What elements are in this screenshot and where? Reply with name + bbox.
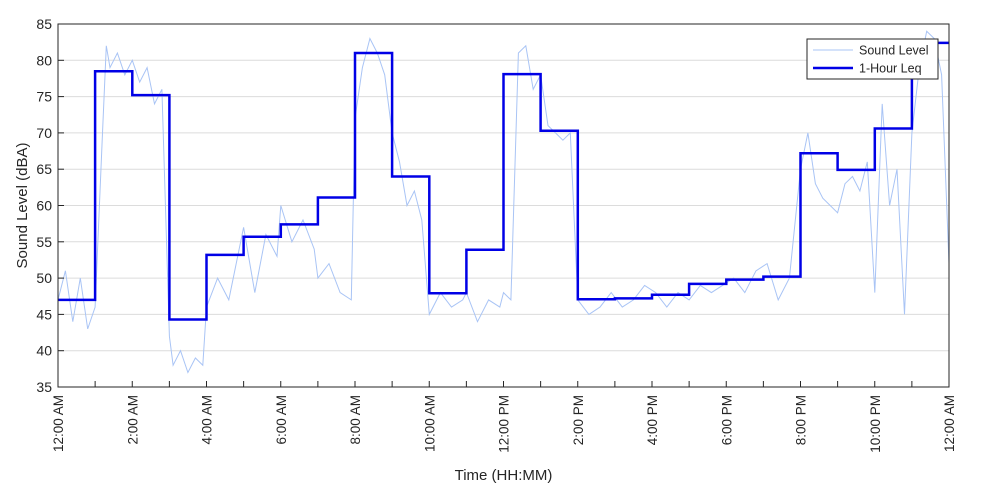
- legend: Sound Level 1-Hour Leq: [806, 38, 939, 80]
- x-tick-label: 12:00 AM: [51, 395, 66, 452]
- y-tick-label: 50: [36, 270, 52, 286]
- y-tick-label: 60: [36, 198, 52, 214]
- x-axis-ticks: 12:00 AM 2:00 AM 4:00 AM 6:00 AM 8:00 AM 10:0…: [51, 381, 957, 453]
- x-axis-label: Time (HH:MM): [455, 467, 553, 484]
- y-tick-label: 55: [36, 234, 52, 250]
- x-tick-label: 8:00 PM: [794, 395, 809, 445]
- y-tick-label: 80: [36, 52, 52, 68]
- x-tick-label: 10:00 AM: [422, 395, 437, 452]
- x-tick-label: 12:00 AM: [942, 395, 957, 452]
- y-tick-label: 35: [36, 379, 52, 395]
- y-tick-label: 65: [36, 161, 52, 177]
- x-tick-label: 6:00 AM: [274, 395, 289, 445]
- x-tick-label: 8:00 AM: [348, 395, 363, 445]
- legend-label-sound-level: Sound Level: [859, 44, 929, 58]
- x-tick-label: 2:00 PM: [571, 395, 586, 445]
- y-axis-ticks: 35 40 45 50 55 60 65 70 75 80 85: [36, 16, 64, 395]
- legend-label-leq: 1-Hour Leq: [859, 62, 922, 76]
- y-axis-label: Sound Level (dBA): [14, 143, 31, 269]
- y-tick-label: 85: [36, 16, 52, 32]
- x-tick-label: 4:00 PM: [645, 395, 660, 445]
- series-1-hour-leq: [58, 41, 949, 321]
- x-tick-label: 10:00 PM: [868, 395, 883, 453]
- y-tick-label: 75: [36, 89, 52, 105]
- x-tick-label: 4:00 AM: [200, 395, 215, 445]
- x-tick-label: 2:00 AM: [125, 395, 140, 445]
- legend-box: [806, 38, 939, 80]
- x-tick-label: 12:00 PM: [497, 395, 512, 453]
- series-layer: [57, 30, 950, 374]
- x-tick-label: 6:00 PM: [719, 395, 734, 445]
- y-tick-label: 45: [36, 306, 52, 322]
- y-tick-label: 70: [36, 125, 52, 141]
- series-sound-level: [57, 30, 950, 374]
- y-tick-label: 40: [36, 343, 52, 359]
